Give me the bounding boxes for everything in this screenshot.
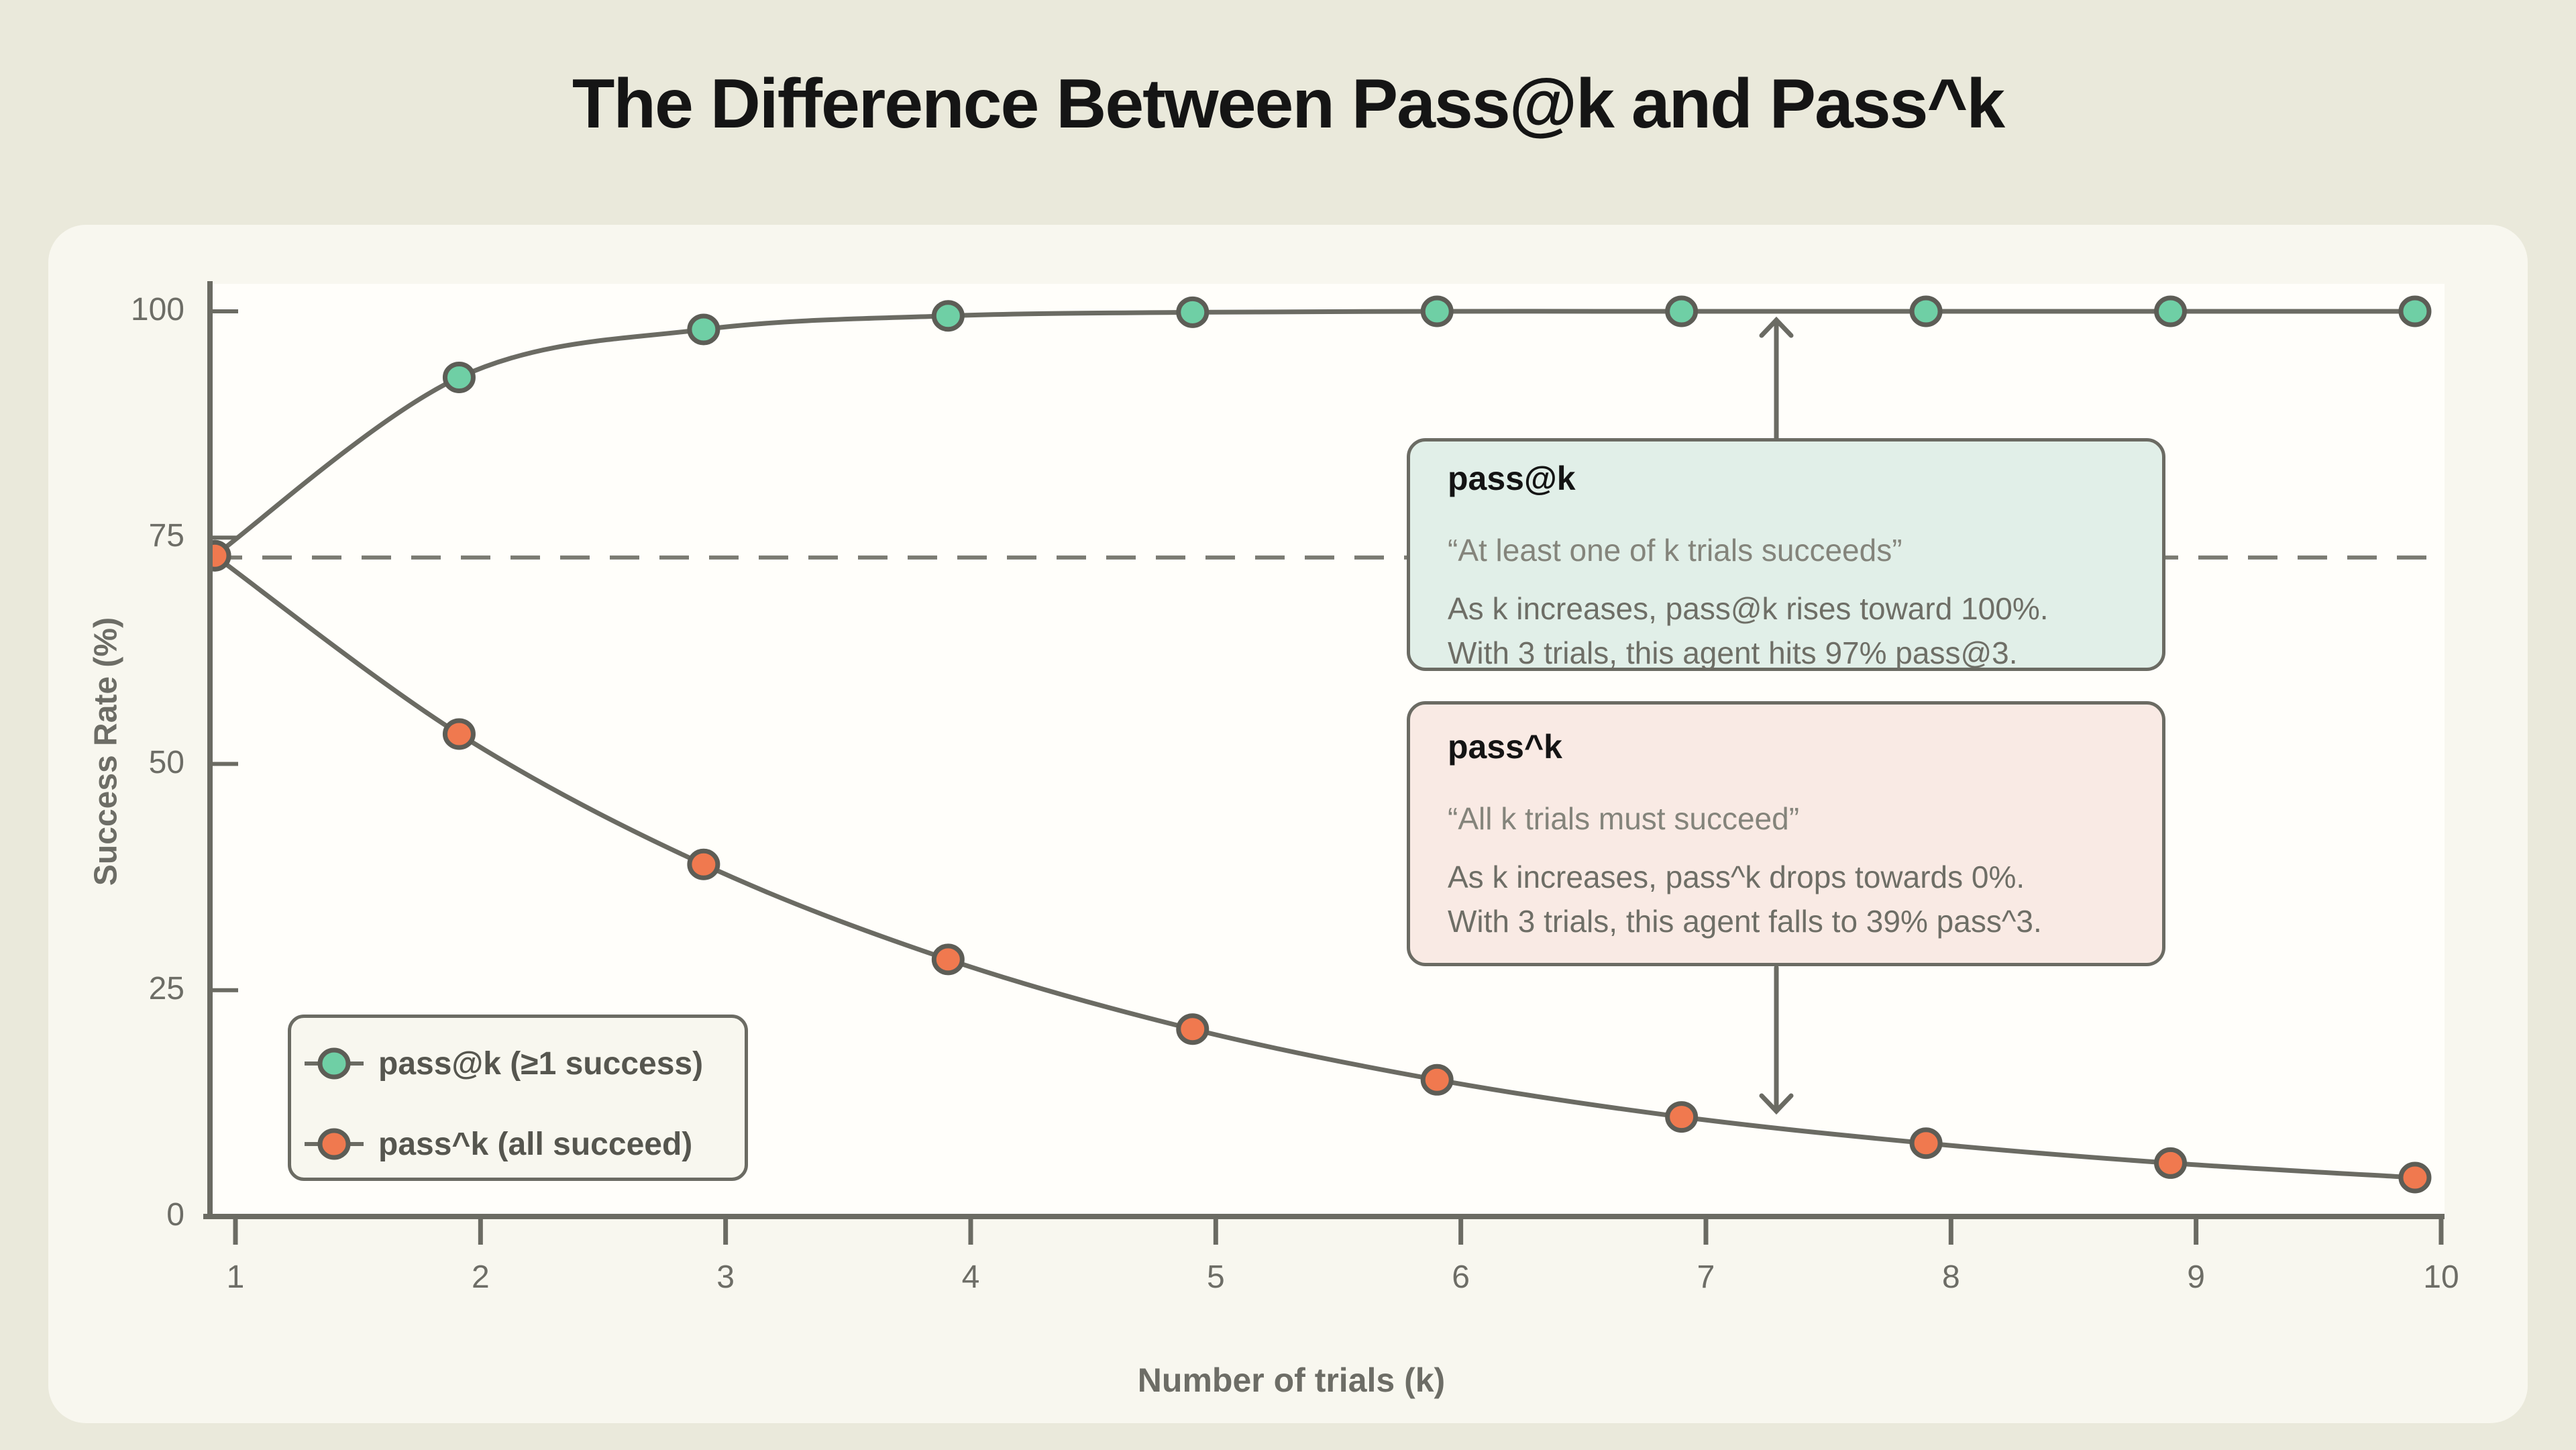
passatk-annotation-body: As k increases, pass@k rises toward 100%… bbox=[1448, 586, 2125, 675]
x-tick-label: 3 bbox=[716, 1259, 735, 1295]
passatk-annotation-quote: “At least one of k trials succeeds” bbox=[1448, 533, 1902, 568]
legend-label-pass-hat-k: pass^k (all succeed) bbox=[378, 1126, 693, 1162]
passhatk-annotation-quote: “All k trials must succeed” bbox=[1448, 801, 1800, 836]
data-point-pass-at-k-k2 bbox=[442, 361, 476, 393]
data-point-pass-hat-k-k9 bbox=[2154, 1147, 2188, 1179]
data-point-pass-at-k-k7 bbox=[1665, 295, 1699, 327]
data-point-pass-hat-k-k5 bbox=[1176, 1013, 1210, 1045]
x-tick-label: 10 bbox=[2423, 1259, 2459, 1295]
series-line-pass-at-k bbox=[213, 309, 2415, 558]
y-tick-label: 100 bbox=[130, 292, 184, 327]
data-point-pass-hat-k-k2 bbox=[442, 718, 476, 750]
x-axis-label: Number of trials (k) bbox=[1137, 1361, 1446, 1399]
data-point-pass-hat-k-k7 bbox=[1665, 1101, 1699, 1133]
legend-item-pass-hat-k: pass^k (all succeed) bbox=[301, 1124, 692, 1164]
passhatk-annotation-line1: As k increases, pass^k drops towards 0%. bbox=[1448, 860, 2025, 894]
data-point-pass-at-k-k6 bbox=[1420, 295, 1454, 327]
x-tick-label: 4 bbox=[961, 1259, 980, 1295]
legend-item-pass-at-k: pass@k (≥1 success) bbox=[301, 1043, 703, 1084]
x-tick-label: 5 bbox=[1206, 1259, 1225, 1295]
x-tick-label: 9 bbox=[2187, 1259, 2205, 1295]
passatk-annotation-title: pass@k bbox=[1448, 460, 1576, 497]
y-tick-label: 0 bbox=[166, 1197, 184, 1233]
legend-marker-pass-hat-k-icon bbox=[305, 1128, 364, 1160]
legend-label-pass-at-k: pass@k (≥1 success) bbox=[378, 1045, 704, 1082]
passatk-annotation-line1: As k increases, pass@k rises toward 100%… bbox=[1448, 591, 2049, 626]
page-title-text: The Difference Between Pass@k and Pass^k bbox=[572, 65, 2005, 143]
data-point-pass-hat-k-k3 bbox=[687, 848, 720, 880]
x-tick-label: 1 bbox=[226, 1259, 245, 1295]
y-tick-label: 50 bbox=[148, 744, 184, 780]
data-point-pass-at-k-k4 bbox=[931, 300, 965, 332]
y-tick-label: 25 bbox=[148, 970, 184, 1006]
data-point-pass-hat-k-k4 bbox=[931, 943, 965, 976]
y-axis-spine bbox=[207, 281, 213, 1219]
data-point-pass-at-k-k10 bbox=[2398, 295, 2432, 327]
x-tick-label: 2 bbox=[471, 1259, 490, 1295]
legend-marker-pass-at-k-icon bbox=[305, 1047, 364, 1080]
passatk-annotation-line2: With 3 trials, this agent hits 97% pass@… bbox=[1448, 635, 2018, 670]
legend: pass@k (≥1 success) pass^k (all succeed) bbox=[288, 1015, 748, 1181]
passhatk-annotation-title: pass^k bbox=[1448, 728, 1562, 766]
x-axis-spine bbox=[203, 1214, 2445, 1219]
data-point-pass-at-k-k3 bbox=[687, 313, 720, 346]
gap-arrow bbox=[1759, 316, 1794, 1115]
x-tick-label: 6 bbox=[1452, 1259, 1470, 1295]
series-layer bbox=[210, 295, 2432, 1194]
data-point-pass-hat-k-k8 bbox=[1909, 1127, 1943, 1159]
data-point-pass-at-k-k5 bbox=[1176, 296, 1210, 328]
data-point-pass-at-k-k9 bbox=[2154, 295, 2188, 327]
passhatk-annotation-box: pass^k “All k trials must succeed” As k … bbox=[1407, 701, 2165, 966]
data-point-pass-hat-k-k6 bbox=[1420, 1064, 1454, 1096]
x-tick-label: 7 bbox=[1697, 1259, 1715, 1295]
data-point-pass-hat-k-k1 bbox=[210, 539, 231, 572]
data-point-pass-hat-k-k10 bbox=[2398, 1161, 2432, 1194]
passhatk-annotation-line2: With 3 trials, this agent falls to 39% p… bbox=[1448, 904, 2042, 939]
passhatk-annotation-body: As k increases, pass^k drops towards 0%.… bbox=[1448, 855, 2125, 943]
data-point-pass-at-k-k8 bbox=[1909, 295, 1943, 327]
page-title: The Difference Between Pass@k and Pass^k bbox=[0, 64, 2576, 144]
passatk-annotation-box: pass@k “At least one of k trials succeed… bbox=[1407, 438, 2165, 671]
x-tick-label: 8 bbox=[1941, 1259, 1960, 1295]
series-line-pass-hat-k bbox=[213, 554, 2416, 1180]
y-tick-label: 75 bbox=[148, 518, 184, 554]
